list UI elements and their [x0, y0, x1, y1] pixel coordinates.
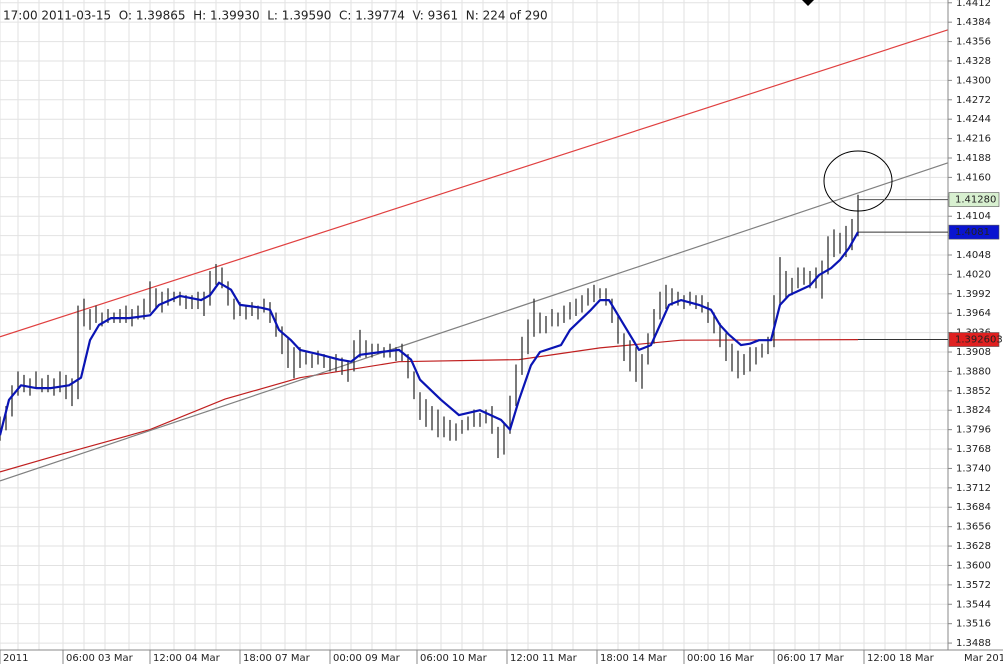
trend-line — [0, 162, 949, 482]
x-tick-label: 18:00 14 Mar — [600, 653, 668, 664]
price-label-box — [948, 192, 1000, 207]
x-tick-label: 06:00 17 Mar — [777, 653, 845, 664]
y-tick-label: 1.4188 — [956, 153, 991, 164]
y-tick-label: 1.3488 — [956, 638, 991, 649]
price-label: 1.4081 — [955, 227, 990, 238]
price-label-box — [948, 224, 1000, 240]
y-tick-label: 1.3656 — [956, 522, 991, 533]
y-tick-label: 1.3684 — [956, 502, 991, 513]
price-label: 1.41280 — [955, 195, 996, 206]
y-tick-label: 1.4048 — [956, 250, 991, 261]
x-tick-label: 12:00 04 Mar — [153, 653, 221, 664]
price-label: 1.392603 — [955, 335, 1003, 346]
y-tick-label: 1.3768 — [956, 444, 991, 455]
y-tick-label: 1.3852 — [956, 386, 991, 397]
y-tick-label: 1.3992 — [956, 289, 991, 300]
x-tick-label: 06:00 10 Mar — [420, 653, 488, 664]
x-tick-label: 2011 — [3, 653, 28, 664]
x-tick-label: 12:00 11 Mar — [510, 653, 578, 664]
price-labels: 1.41280 1.4081 1.392603 — [858, 192, 1003, 347]
y-tick-label: 1.4356 — [956, 37, 991, 48]
y-tick-label: 1.3964 — [956, 308, 991, 319]
x-tick-label: 12:00 18 Mar — [867, 653, 935, 664]
y-tick-label: 1.3600 — [956, 560, 991, 571]
x-tick-label: 06:00 03 Mar — [66, 653, 134, 664]
y-tick-label: 1.3628 — [956, 541, 991, 552]
trend-line — [0, 29, 949, 338]
grid — [0, 0, 948, 650]
header-info: 17:00 2011-03-15 O: 1.39865 H: 1.39930 L… — [3, 9, 548, 23]
y-tick-label: 1.3908 — [956, 347, 991, 358]
y-tick-label: 1.4020 — [956, 269, 991, 280]
y-tick-label: 1.3712 — [956, 483, 991, 494]
y-tick-label: 1.3516 — [956, 619, 991, 630]
y-tick-label: 1.3824 — [956, 405, 991, 416]
fast-average — [0, 231, 859, 436]
fast-average — [0, 231, 859, 436]
y-tick-label: 1.4300 — [956, 75, 991, 86]
y-tick-label: 1.4328 — [956, 56, 991, 67]
highlight-circle — [823, 150, 893, 212]
y-tick-label: 1.4244 — [956, 114, 991, 125]
y-tick-label: 1.3572 — [956, 580, 991, 591]
y-tick-label: 1.4412 — [956, 0, 991, 9]
y-tick-label: 1.4384 — [956, 17, 991, 28]
y-tick-label: 1.3796 — [956, 425, 991, 436]
x-tick-label: 00:00 16 Mar — [687, 653, 755, 664]
y-tick-label: 1.4272 — [956, 95, 991, 106]
y-tick-label: 1.4104 — [956, 211, 991, 222]
y-tick-label: 1.4216 — [956, 134, 991, 145]
y-tick-label: 1.3880 — [956, 366, 991, 377]
y-tick-label: 1.3544 — [956, 599, 991, 610]
y-tick-label: 1.4160 — [956, 172, 991, 183]
x-tick-label: 18:00 07 Mar — [243, 653, 311, 664]
slow-average — [0, 339, 859, 473]
price-label-box — [948, 332, 1000, 347]
x-tick-label: 00:00 09 Mar — [333, 653, 401, 664]
marker-triangle — [802, 0, 814, 6]
y-tick-label: 1.3740 — [956, 463, 991, 474]
corner-label: Mar 2011 — [964, 653, 1003, 664]
overlays — [0, 29, 949, 482]
